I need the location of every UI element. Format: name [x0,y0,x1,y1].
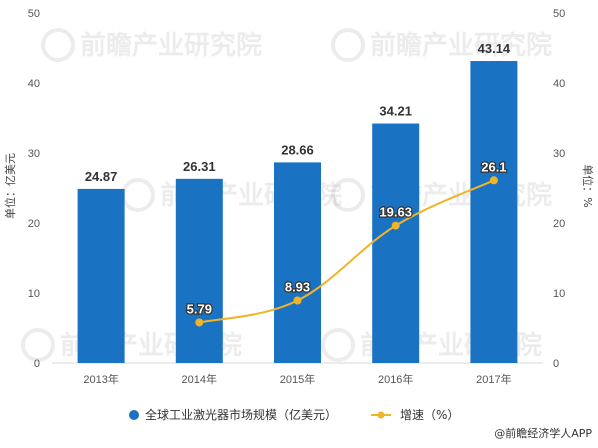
bar [372,123,420,363]
watermark: 前瞻产业研究院 [331,178,552,212]
bar-value-label: 28.66 [281,142,314,157]
y2-tick-label: 20 [553,218,565,230]
x-tick-label: 2015年 [280,372,315,386]
line-series: 5.79 8.93 19.63 26.1 [185,158,508,327]
credit-text: @前瞻经济学人APP [494,426,592,440]
watermark-logo-icon [121,178,155,212]
y-tick-label: 50 [28,8,40,20]
watermark-logo-icon [21,328,55,362]
x-axis-ticks: 2013年 2014年 2015年 2016年 2017年 [83,372,511,386]
left-axis-ticks: 0 10 20 30 40 50 [28,8,40,370]
growth-value-label: 26.1 [481,159,506,174]
bar [470,61,518,364]
y2-tick-label: 30 [553,148,565,160]
bar [175,178,223,363]
bar-value-label: 24.87 [85,169,118,184]
bar-series: 24.87 26.31 28.66 34.21 43.14 [77,41,518,364]
watermark-logo-icon [41,28,75,62]
growth-line [199,179,495,324]
legend-bar-marker [129,410,139,420]
legend-bar-label: 全球工业激光器市场规模（亿美元） [145,407,337,422]
y2-tick-label: 0 [553,358,559,370]
y2-tick-label: 50 [553,8,565,20]
bar-value-label: 43.14 [478,41,511,56]
bar [274,162,321,363]
y-axis-title: 单位：亿美元 [3,153,17,219]
right-axis-ticks: 0 10 20 30 40 50 [553,8,565,370]
watermark-text: 前瞻产业研究院 [370,30,552,61]
growth-value-label: 5.79 [187,301,212,316]
legend: 全球工业激光器市场规模（亿美元） 增速（%） [129,407,459,422]
x-tick-label: 2013年 [83,372,118,386]
y-tick-label: 10 [28,288,40,300]
watermark-logo-icon [331,178,365,212]
watermark-logo-icon [331,28,365,62]
x-tick-label: 2016年 [378,372,413,386]
watermark: 前瞻产业研究院 [41,28,262,62]
growth-value-label: 8.93 [285,279,310,294]
y-tick-label: 30 [28,148,40,160]
x-tick-label: 2017年 [476,372,511,386]
bar-value-label: 34.21 [379,104,412,119]
watermark-logo-icon [321,328,355,362]
legend-line-label: 增速（%） [400,408,459,422]
y-tick-label: 20 [28,218,40,230]
y2-axis-title: 单位：% [581,164,595,207]
bar [77,188,125,363]
growth-point [195,318,204,327]
y-tick-label: 40 [28,78,40,90]
growth-point [489,176,498,185]
x-tick-label: 2014年 [182,372,217,386]
bar-value-label: 26.31 [183,159,216,174]
y-tick-label: 0 [34,358,40,370]
watermark-text: 前瞻产业研究院 [80,30,262,61]
growth-point [293,296,302,305]
growth-point [391,221,400,230]
y2-tick-label: 10 [553,288,565,300]
y2-tick-label: 40 [553,78,565,90]
legend-line-dot [377,411,385,419]
watermark: 前瞻产业研究院 [331,28,552,62]
growth-value-label: 19.63 [379,205,412,220]
